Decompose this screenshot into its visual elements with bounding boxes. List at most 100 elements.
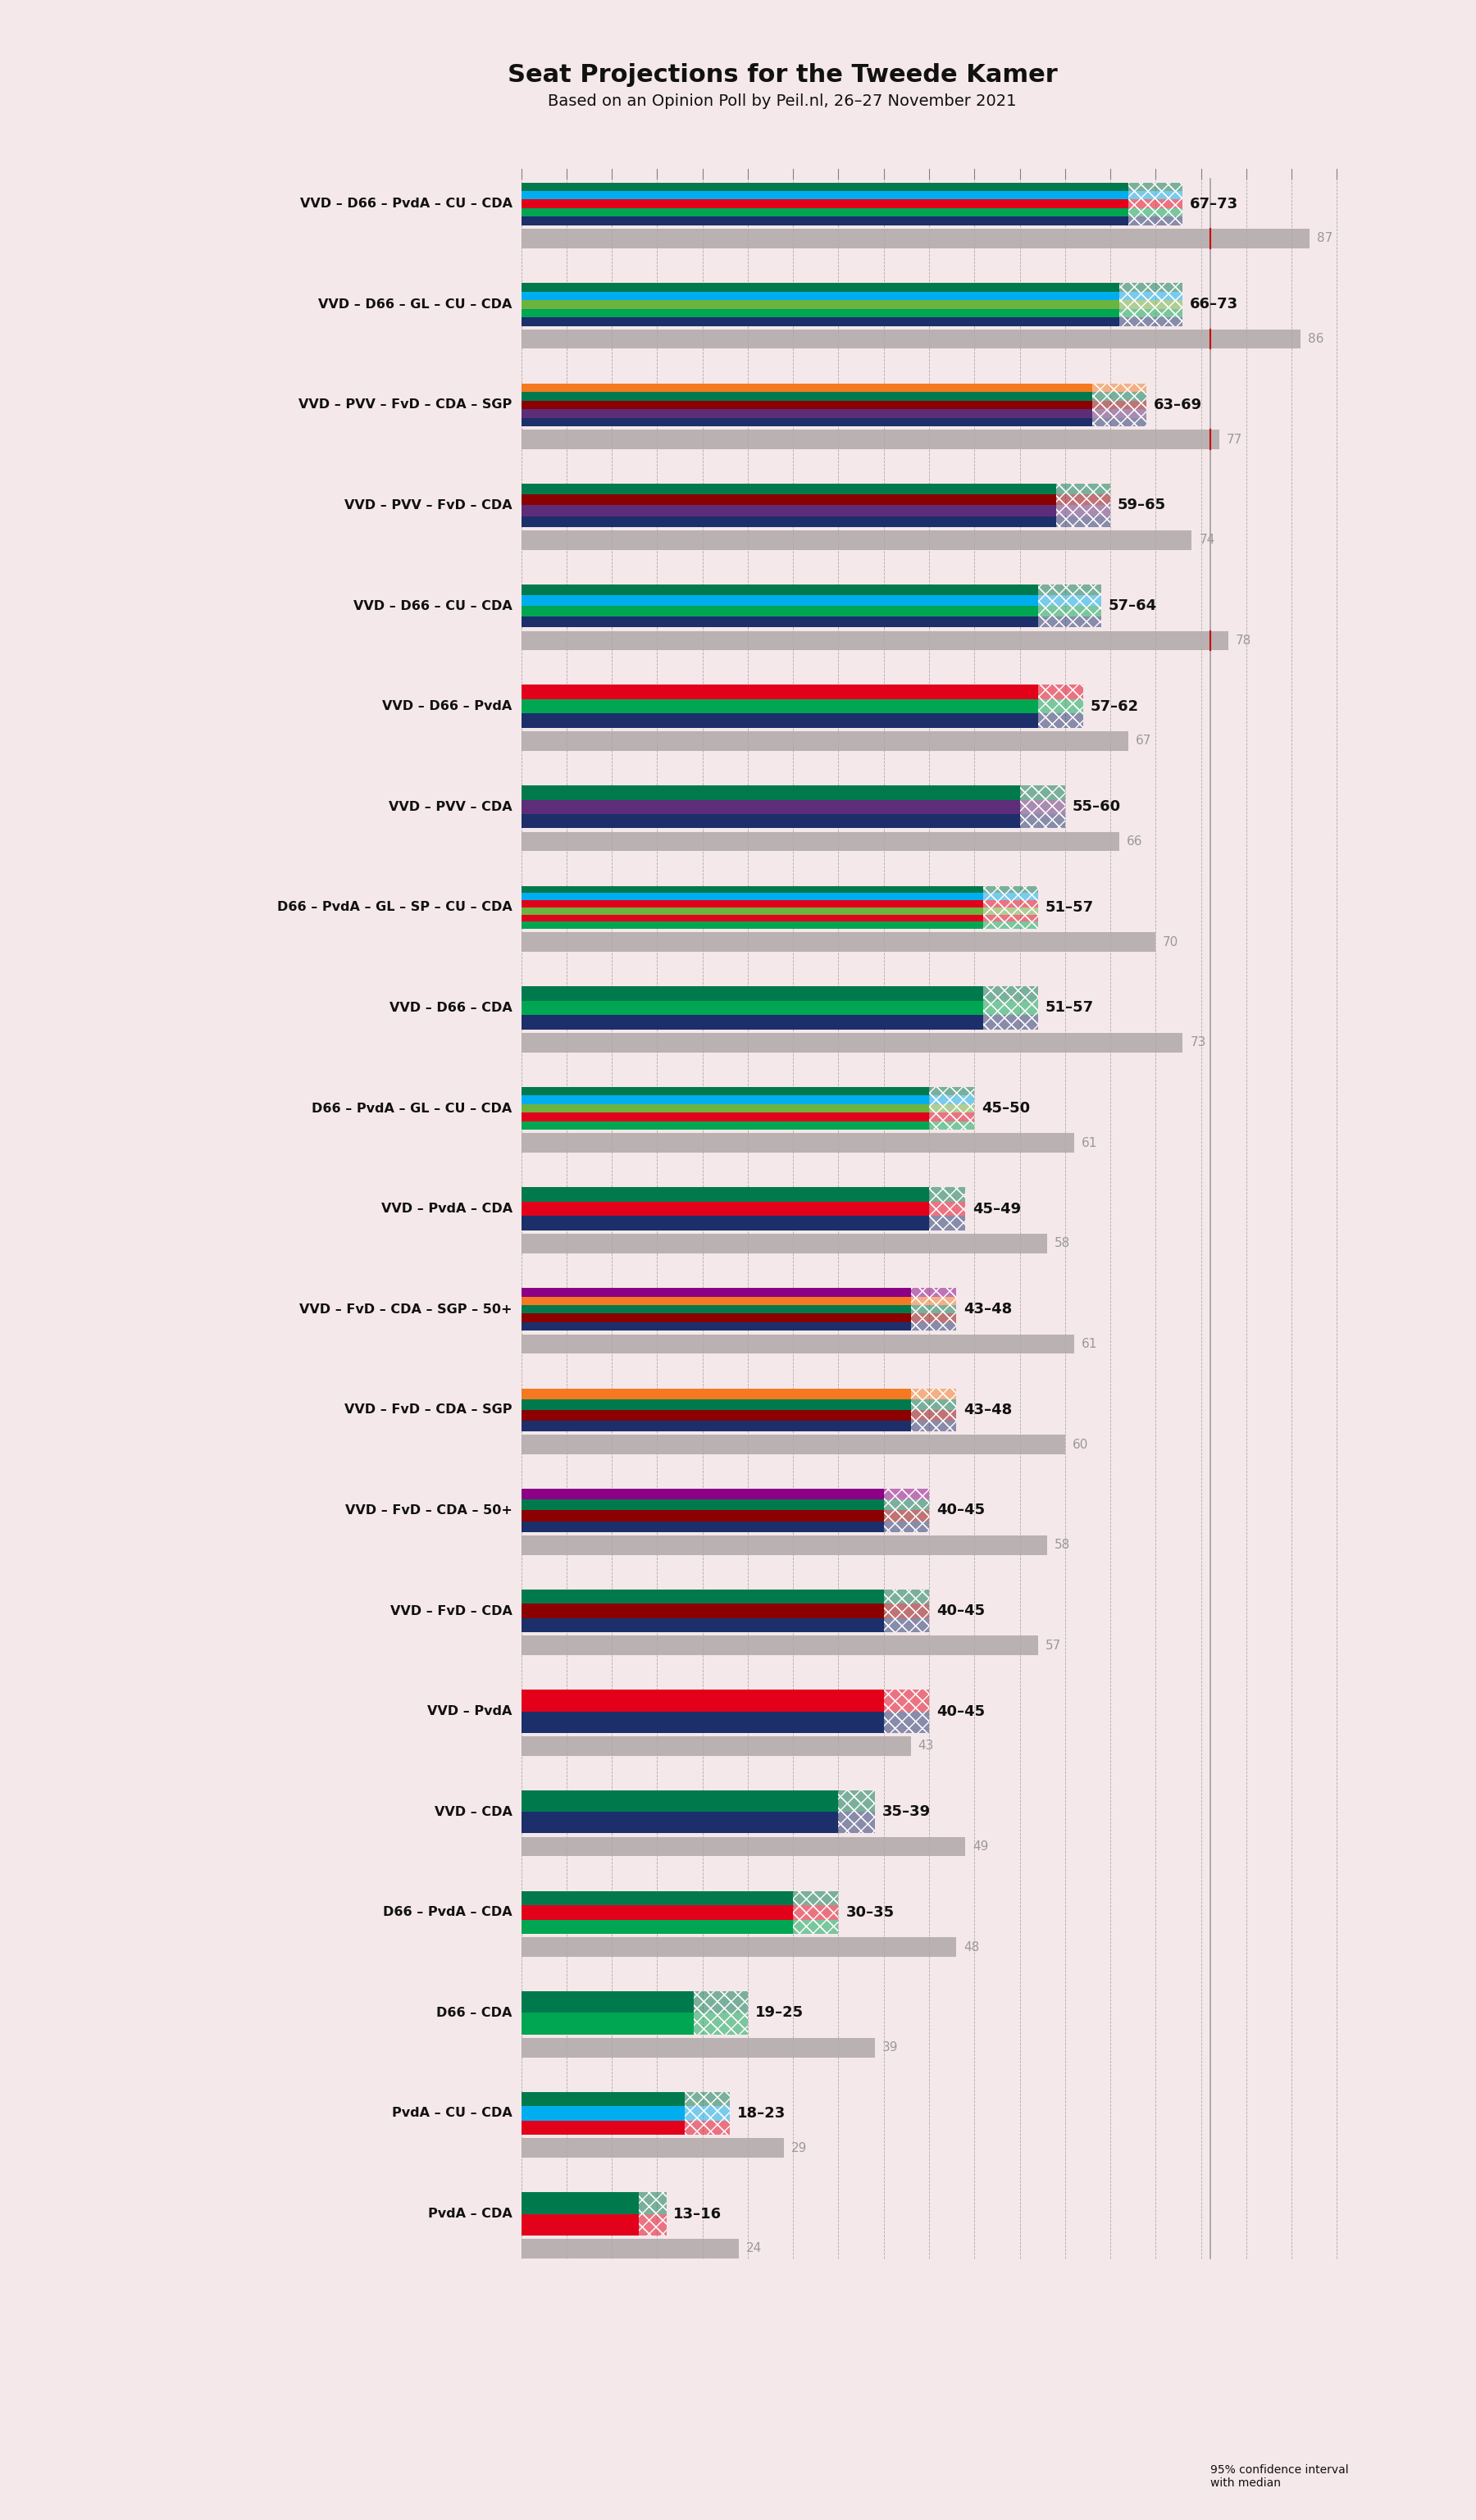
Bar — [521, 1789, 838, 1812]
Bar — [521, 900, 983, 907]
Bar — [521, 229, 1309, 249]
Text: 13–16: 13–16 — [673, 2208, 722, 2220]
Text: 63–69: 63–69 — [1154, 398, 1203, 413]
Bar — [1129, 217, 1182, 224]
Bar — [521, 401, 1092, 408]
Text: VVD – FvD – CDA – SGP: VVD – FvD – CDA – SGP — [344, 1404, 512, 1416]
Bar — [1119, 307, 1182, 318]
Bar — [521, 630, 1228, 650]
Bar — [639, 2192, 666, 2235]
Bar — [911, 1288, 956, 1295]
Bar — [521, 1434, 1066, 1454]
Text: 57–62: 57–62 — [1091, 698, 1139, 713]
Bar — [911, 1295, 956, 1305]
Bar — [521, 330, 1300, 348]
Bar — [1119, 292, 1182, 300]
Bar — [1092, 383, 1147, 426]
Bar — [884, 1509, 928, 1522]
Bar — [521, 1134, 1075, 1152]
Bar — [983, 887, 1038, 892]
Text: 39: 39 — [883, 2041, 897, 2054]
Bar — [521, 1489, 884, 1499]
Bar — [1178, 2439, 1206, 2515]
Bar — [521, 685, 1038, 698]
Text: 40–45: 40–45 — [936, 1704, 984, 1719]
Bar — [793, 1890, 838, 1905]
Text: VVD – D66 – PvdA – CU – CDA: VVD – D66 – PvdA – CU – CDA — [300, 197, 512, 209]
Bar — [521, 282, 1119, 292]
Bar — [521, 1409, 911, 1421]
Bar — [928, 1202, 965, 1217]
Bar — [884, 1590, 928, 1633]
Bar — [1038, 585, 1101, 627]
Bar — [521, 1590, 884, 1603]
Bar — [521, 731, 1129, 751]
Bar — [521, 2092, 685, 2107]
Bar — [928, 1187, 965, 1202]
Text: 77: 77 — [1227, 433, 1243, 446]
Bar — [521, 1635, 1038, 1656]
Bar — [983, 922, 1038, 930]
Bar — [521, 698, 1038, 713]
Bar — [884, 1590, 928, 1633]
Text: 61: 61 — [1082, 1338, 1097, 1351]
Text: 58: 58 — [1054, 1237, 1070, 1250]
Bar — [1129, 199, 1182, 209]
Text: 43–48: 43–48 — [964, 1303, 1013, 1318]
Text: D66 – CDA: D66 – CDA — [437, 2006, 512, 2019]
Bar — [521, 892, 983, 900]
Bar — [1038, 595, 1101, 605]
Bar — [521, 1938, 956, 1956]
Text: 67: 67 — [1135, 736, 1151, 748]
Bar — [694, 1991, 748, 2034]
Bar — [911, 1421, 956, 1431]
Bar — [521, 617, 1038, 627]
Bar — [521, 181, 1129, 192]
Bar — [521, 1522, 884, 1532]
Bar — [521, 2238, 739, 2258]
Bar — [1038, 685, 1083, 698]
Bar — [793, 1890, 838, 1933]
Bar — [911, 1399, 956, 1409]
Bar — [928, 1187, 965, 1230]
Bar — [521, 517, 1055, 527]
Bar — [521, 1313, 911, 1323]
Bar — [521, 1114, 928, 1121]
Bar — [983, 1016, 1038, 1028]
Text: VVD – PVV – FvD – CDA: VVD – PVV – FvD – CDA — [344, 499, 512, 512]
Text: VVD – FvD – CDA: VVD – FvD – CDA — [390, 1605, 512, 1618]
Bar — [521, 1187, 928, 1202]
Bar — [521, 1499, 884, 1509]
Bar — [694, 2013, 748, 2034]
Bar — [1138, 2439, 1178, 2515]
Text: 19–25: 19–25 — [756, 2006, 803, 2021]
Bar — [521, 2039, 875, 2056]
Bar — [1038, 585, 1101, 595]
Bar — [521, 408, 1092, 418]
Text: 78: 78 — [1235, 635, 1252, 648]
Text: 51–57: 51–57 — [1045, 1000, 1094, 1016]
Bar — [1020, 786, 1066, 829]
Bar — [983, 985, 1038, 1028]
Bar — [1020, 799, 1066, 814]
Bar — [521, 1288, 911, 1295]
Bar — [521, 393, 1092, 401]
Bar — [983, 887, 1038, 930]
Bar — [1119, 300, 1182, 307]
Text: 60: 60 — [1072, 1439, 1088, 1452]
Bar — [911, 1288, 956, 1331]
Bar — [884, 1590, 928, 1603]
Bar — [928, 1121, 974, 1129]
Bar — [521, 1389, 911, 1399]
Bar — [685, 2107, 729, 2119]
Bar — [1119, 282, 1182, 292]
Text: 40–45: 40–45 — [936, 1603, 984, 1618]
Text: D66 – PvdA – CDA: D66 – PvdA – CDA — [382, 1905, 512, 1918]
Text: VVD – D66 – CDA: VVD – D66 – CDA — [390, 1003, 512, 1013]
Bar — [521, 192, 1129, 199]
Text: 49: 49 — [973, 1840, 989, 1852]
Bar — [521, 1217, 928, 1230]
Bar — [1038, 605, 1101, 617]
Text: 66: 66 — [1126, 837, 1142, 847]
Bar — [838, 1812, 875, 1835]
